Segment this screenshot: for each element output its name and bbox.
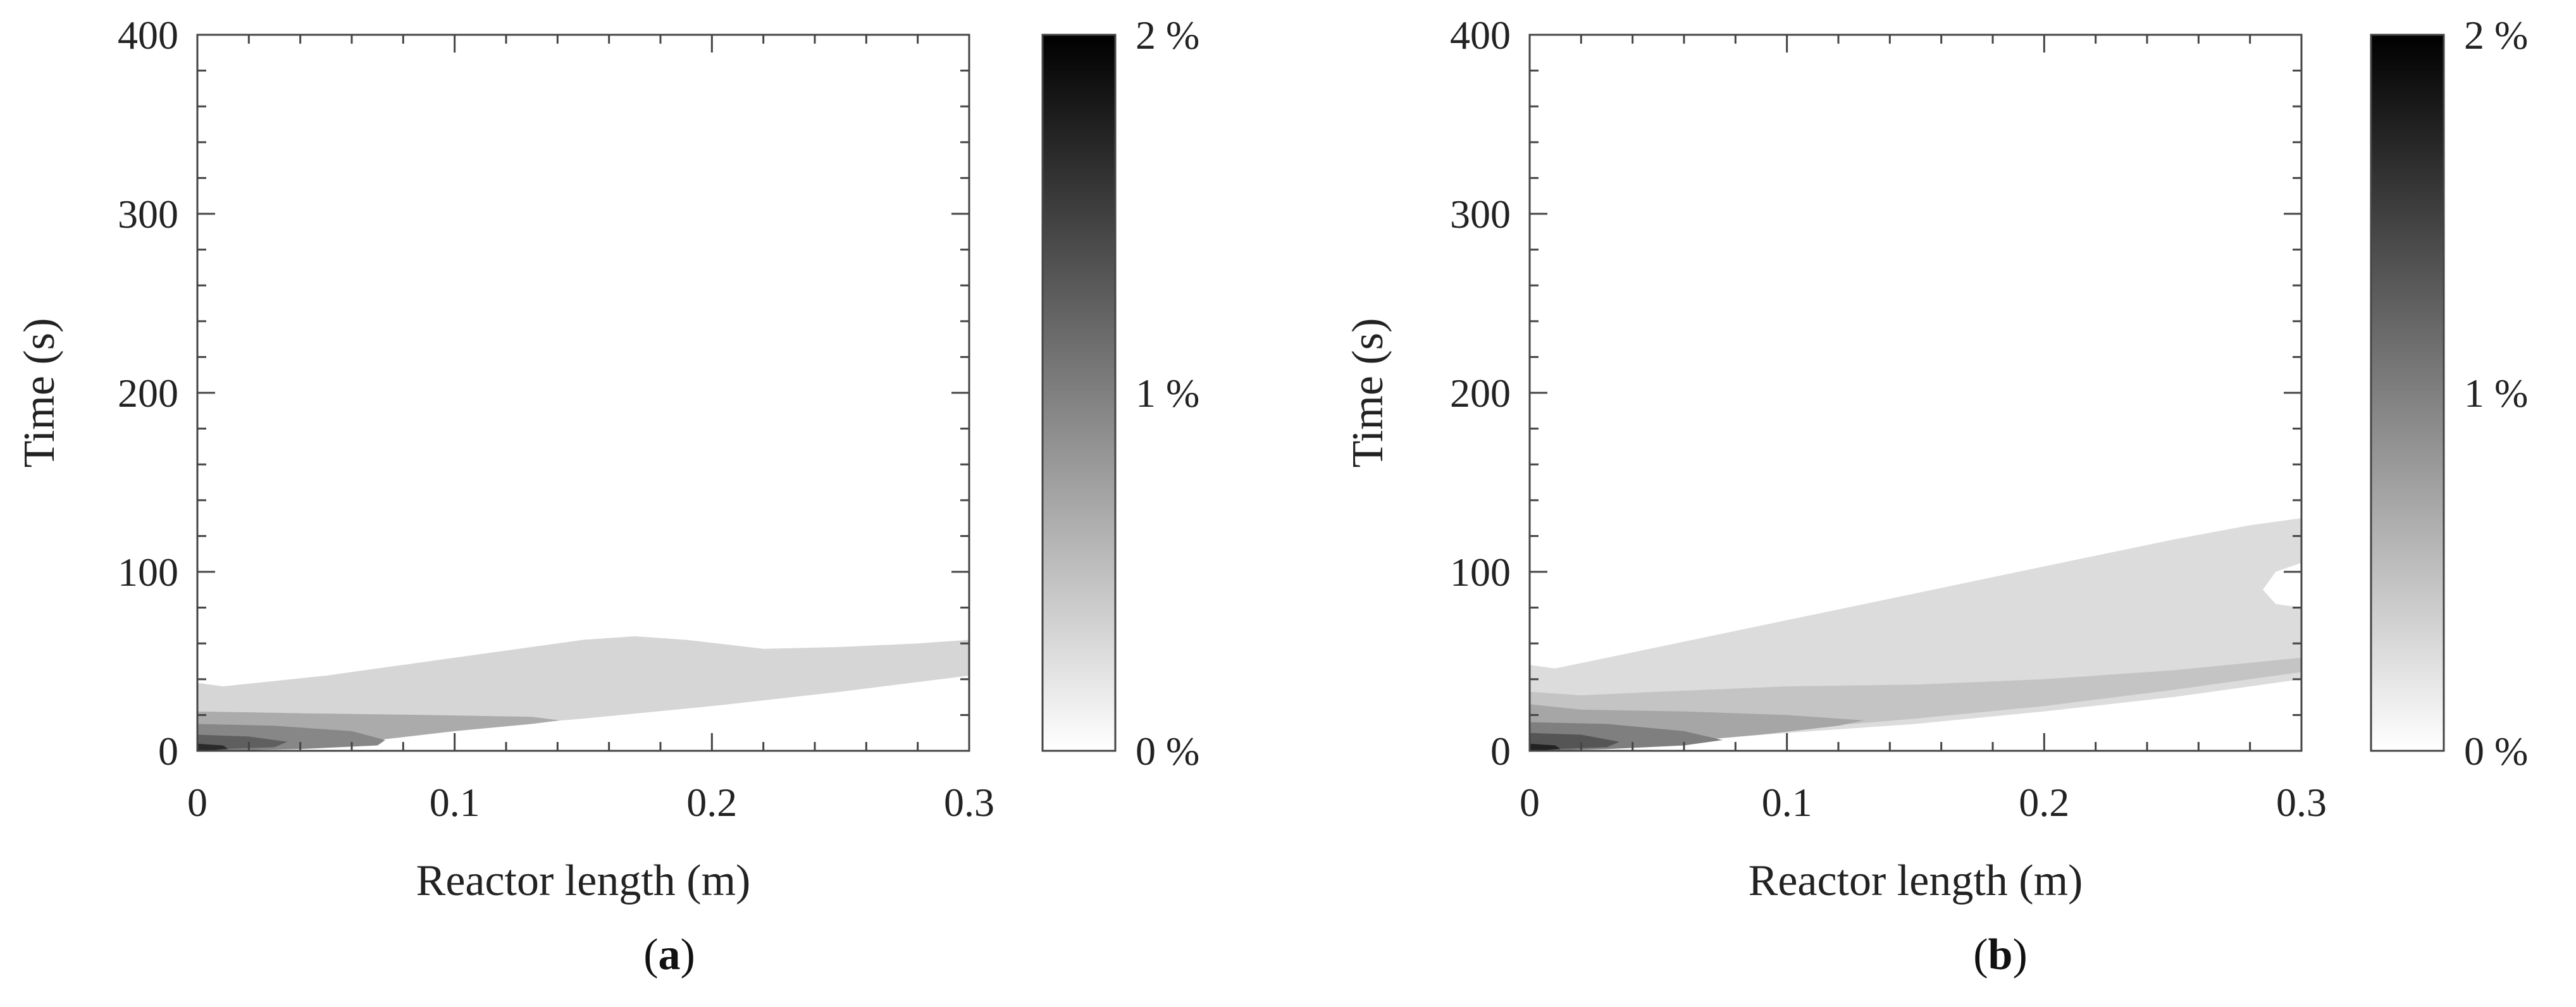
x-axis-title: Reactor length (m) [416, 856, 751, 905]
y-tick-label: 0 [1490, 729, 1511, 774]
colorbar-tick-label: 2 % [1136, 13, 1199, 58]
contour-region [197, 743, 228, 751]
x-tick-label: 0.2 [2019, 780, 2069, 825]
x-tick-label: 0 [1520, 780, 1540, 825]
y-tick-label: 200 [118, 371, 178, 416]
panel-a: 0 0.1 0.2 0.3 0 100 200 300 400 Reactor … [15, 13, 1199, 979]
y-axis-title: Time (s) [15, 318, 64, 468]
panel-label: (a) [643, 930, 695, 979]
panel-label-letter: a [659, 930, 681, 979]
panel-label-letter: b [1988, 930, 2013, 979]
x-tick-label: 0.1 [1762, 780, 1812, 825]
x-tick-label: 0.3 [944, 780, 994, 825]
y-axis-title: Time (s) [1344, 318, 1392, 468]
x-tick-label: 0.3 [2276, 780, 2327, 825]
y-tick-label: 400 [1450, 13, 1511, 58]
panel-b: 0 0.1 0.2 0.3 0 100 200 300 400 Reactor … [1344, 13, 2528, 979]
x-tick-label: 0 [187, 780, 207, 825]
y-tick-label: 200 [1450, 371, 1511, 416]
plot-frame [196, 34, 970, 752]
x-tick-label: 0.1 [430, 780, 480, 825]
colorbar-tick-label: 0 % [2464, 729, 2528, 774]
colorbar-tick-label: 2 % [2464, 13, 2528, 58]
contour-layer [197, 636, 969, 751]
x-tick-label: 0.2 [686, 780, 737, 825]
colorbar-tick-label: 0 % [1136, 729, 1199, 774]
contour-region [1530, 743, 1561, 751]
panel-label: (b) [1973, 930, 2028, 979]
y-tick-label: 0 [158, 729, 178, 774]
colorbar-tick-label: 1 % [2464, 371, 2528, 416]
contour-layer [1530, 518, 2301, 751]
colorbar-tick-label: 1 % [1136, 371, 1199, 416]
colorbar [2370, 34, 2445, 752]
plot-frame [1528, 34, 2303, 752]
y-tick-label: 300 [118, 192, 178, 237]
y-tick-label: 300 [1450, 192, 1511, 237]
colorbar [1041, 34, 1117, 752]
x-axis-title: Reactor length (m) [1749, 856, 2083, 905]
y-tick-label: 100 [118, 550, 178, 595]
y-tick-label: 400 [118, 13, 178, 58]
y-tick-label: 100 [1450, 550, 1511, 595]
